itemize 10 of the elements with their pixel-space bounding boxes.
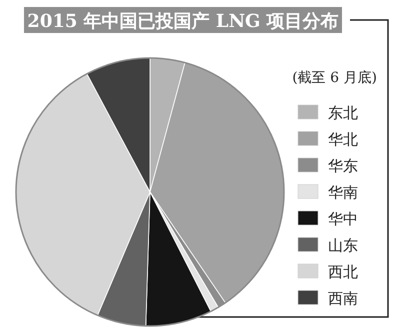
legend-label: 华东 [328, 157, 358, 175]
legend-label: 西北 [328, 263, 358, 281]
legend-label: 华南 [328, 184, 358, 202]
legend-label: 华中 [328, 210, 358, 228]
legend-label: 山东 [328, 236, 358, 254]
legend-label: 西南 [328, 290, 358, 308]
legend-label: 华北 [328, 130, 358, 148]
legend-label: 东北 [328, 104, 358, 122]
text: (截至 6 月底) [292, 70, 377, 86]
chart-title: 2015 年中国已投国产 LNG 项目分布 [27, 11, 339, 32]
